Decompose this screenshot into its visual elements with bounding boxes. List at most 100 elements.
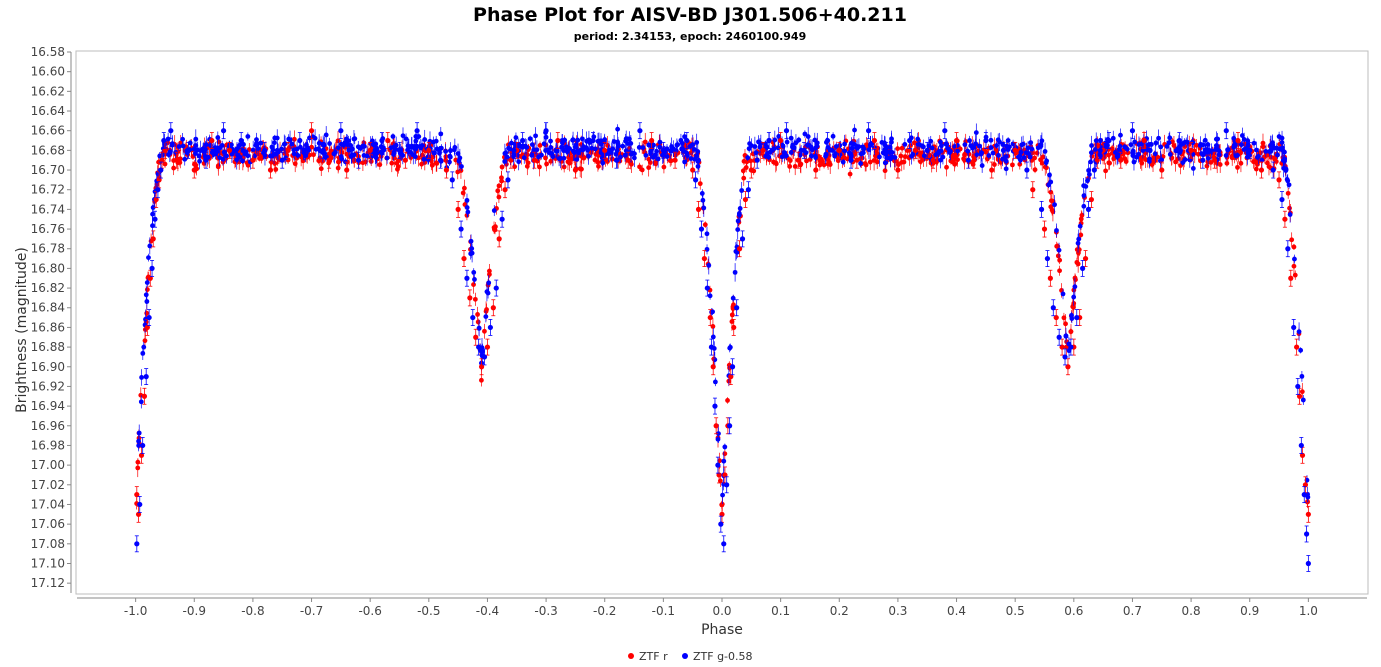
data-point — [472, 296, 478, 302]
data-point — [569, 156, 574, 161]
data-point — [1276, 177, 1282, 183]
data-point — [1239, 142, 1244, 148]
data-point — [1125, 150, 1131, 156]
data-point — [536, 154, 541, 160]
data-point — [159, 157, 165, 163]
y-tick-label: 16.82 — [31, 281, 65, 295]
data-point — [699, 191, 705, 196]
data-point — [384, 155, 390, 161]
data-point — [1152, 151, 1158, 157]
data-point — [135, 465, 141, 471]
data-point — [171, 165, 177, 171]
data-point — [180, 143, 186, 149]
data-point — [486, 280, 492, 286]
data-point — [938, 139, 943, 145]
data-point — [804, 158, 809, 164]
data-point — [502, 159, 508, 164]
data-point — [352, 136, 358, 142]
data-point — [813, 167, 819, 173]
data-point — [988, 137, 994, 143]
data-point — [787, 164, 793, 169]
data-point — [862, 161, 868, 166]
data-point — [1000, 156, 1005, 162]
data-point — [144, 280, 150, 285]
data-point — [1086, 172, 1092, 177]
data-point — [318, 166, 324, 172]
data-point — [965, 157, 971, 163]
data-point — [1296, 329, 1302, 335]
data-point — [405, 147, 410, 153]
data-point — [434, 146, 440, 152]
data-point — [643, 152, 649, 158]
data-point — [252, 153, 257, 159]
data-point — [229, 142, 234, 148]
data-point — [180, 136, 186, 142]
data-point — [146, 255, 151, 260]
data-point — [291, 136, 297, 142]
data-point — [254, 140, 259, 146]
data-point — [1225, 147, 1231, 152]
data-point — [144, 299, 150, 304]
data-point — [720, 492, 725, 498]
data-point — [741, 175, 747, 181]
data-point — [1299, 389, 1305, 395]
data-point — [632, 151, 637, 157]
data-point — [989, 167, 995, 173]
data-point — [167, 150, 173, 156]
data-point — [592, 146, 598, 152]
data-point — [889, 150, 895, 155]
data-point — [1285, 190, 1291, 196]
data-point — [611, 139, 617, 144]
data-point — [1260, 140, 1266, 146]
data-point — [570, 137, 576, 143]
data-point — [400, 152, 406, 158]
data-point — [527, 136, 533, 142]
data-point — [1047, 275, 1053, 281]
data-point — [874, 148, 879, 154]
data-point — [269, 144, 275, 150]
data-point — [326, 157, 332, 163]
data-point — [994, 148, 999, 154]
data-point — [468, 238, 474, 244]
data-point — [495, 188, 501, 194]
data-point — [976, 143, 982, 149]
data-point — [455, 206, 461, 212]
data-point — [827, 162, 833, 167]
data-point — [553, 148, 559, 154]
data-point — [475, 312, 480, 317]
data-point — [262, 147, 268, 153]
data-point — [602, 147, 608, 153]
data-point — [730, 295, 736, 301]
data-point — [735, 218, 741, 224]
data-point — [255, 146, 261, 151]
data-point — [1292, 272, 1298, 278]
legend-marker-ztf-r — [628, 653, 634, 659]
data-point — [291, 147, 297, 153]
data-point — [1292, 256, 1297, 262]
data-point — [250, 157, 256, 163]
data-point — [1202, 137, 1208, 143]
data-point — [971, 157, 977, 163]
data-point — [548, 145, 554, 150]
data-point — [367, 147, 373, 153]
data-point — [1118, 157, 1124, 163]
data-point — [238, 137, 244, 144]
data-point — [470, 314, 476, 321]
data-point — [718, 521, 724, 527]
data-point — [1188, 147, 1194, 153]
data-point — [316, 146, 322, 152]
data-point — [967, 138, 972, 143]
data-point — [653, 161, 659, 167]
data-point — [1190, 151, 1196, 157]
data-point — [625, 141, 631, 147]
data-point — [455, 151, 461, 156]
data-point — [279, 146, 285, 152]
data-point — [331, 151, 337, 157]
data-point — [623, 136, 629, 142]
data-point — [842, 141, 847, 147]
data-point — [1136, 142, 1142, 147]
series-0 — [134, 122, 1311, 523]
data-point — [970, 162, 976, 167]
data-point — [962, 142, 968, 148]
data-point — [745, 155, 751, 161]
